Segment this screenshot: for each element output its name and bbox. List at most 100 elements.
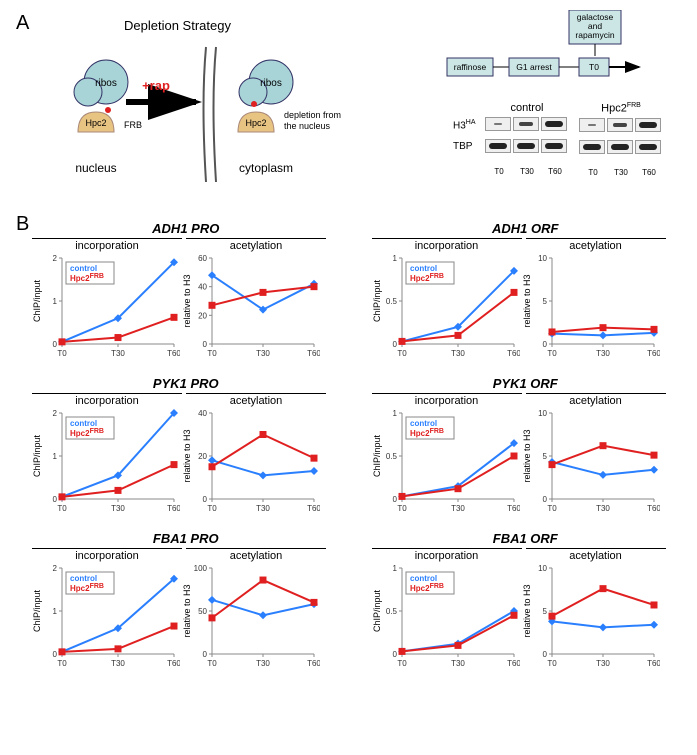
- svg-text:control: control: [410, 264, 437, 273]
- svg-text:0: 0: [542, 650, 547, 659]
- svg-text:T60: T60: [507, 504, 520, 513]
- blot-col-title: control: [485, 102, 569, 114]
- hpc2-label-cyto: Hpc2: [245, 118, 266, 128]
- acetylation-chart: 02040T0T30T60relative to H3: [180, 407, 320, 517]
- svg-text:0: 0: [392, 340, 397, 349]
- chart: 0510T0T30T60relative to H3: [520, 562, 660, 672]
- svg-text:T60: T60: [307, 659, 320, 668]
- depletion-note-2: the nucleus: [284, 121, 331, 131]
- svg-text:T30: T30: [451, 504, 465, 513]
- svg-text:T30: T30: [596, 504, 610, 513]
- blot-band: [607, 118, 633, 132]
- svg-text:T30: T30: [451, 659, 465, 668]
- locus-block: FBA1 PROincorporationacetylation012T0T30…: [30, 531, 342, 672]
- chart: 012T0T30T60ChIP/inputcontrolHpc2FRB: [30, 407, 180, 517]
- svg-text:5: 5: [542, 452, 547, 461]
- membrane-right-icon: [214, 47, 217, 182]
- svg-text:T0: T0: [397, 504, 407, 513]
- blot-band: [485, 139, 511, 153]
- svg-text:ChIP/input: ChIP/input: [32, 279, 42, 322]
- header-acetylation: acetylation: [186, 393, 326, 407]
- blot-band: [541, 139, 567, 153]
- locus-title: FBA1 ORF: [370, 531, 682, 546]
- incorporation-chart: 012T0T30T60ChIP/inputcontrolHpc2FRB: [30, 252, 180, 362]
- svg-text:relative to H3: relative to H3: [182, 274, 192, 327]
- svg-text:10: 10: [538, 409, 547, 418]
- western-blots: controlH3HATBPT0T30T60Hpc2FRBT0T30T60: [485, 102, 673, 180]
- svg-text:1: 1: [392, 254, 397, 263]
- chart-legend: controlHpc2FRB: [66, 417, 114, 439]
- blot-timepoints: T0T30T60: [579, 162, 663, 180]
- header-incorporation: incorporation: [372, 393, 522, 407]
- locus-block: ADH1 PROincorporationacetylation012T0T30…: [30, 221, 342, 362]
- chart-legend: controlHpc2FRB: [406, 262, 454, 284]
- chart-legend: controlHpc2FRB: [406, 417, 454, 439]
- svg-text:T0: T0: [547, 349, 557, 358]
- svg-text:T60: T60: [647, 349, 660, 358]
- svg-text:0: 0: [203, 340, 208, 349]
- pair-header: incorporation acetylation: [30, 238, 342, 252]
- pair-header: incorporation acetylation: [370, 393, 682, 407]
- ribos-label-nuc: ribos: [95, 78, 117, 89]
- svg-text:0: 0: [203, 650, 208, 659]
- svg-text:50: 50: [198, 607, 207, 616]
- blot-band: [635, 140, 661, 154]
- header-incorporation: incorporation: [32, 238, 182, 252]
- figure-root: A Depletion Strategy ribos Hpc2 FRB +rap…: [0, 0, 697, 692]
- svg-text:0: 0: [542, 495, 547, 504]
- locus-title: ADH1 ORF: [370, 221, 682, 236]
- header-acetylation: acetylation: [526, 393, 666, 407]
- svg-text:ChIP/input: ChIP/input: [372, 279, 382, 322]
- chart: 00.51T0T30T60ChIP/inputcontrolHpc2FRB: [370, 252, 520, 362]
- flow-node-2: T0: [589, 62, 599, 72]
- svg-text:T60: T60: [507, 659, 520, 668]
- header-incorporation: incorporation: [372, 238, 522, 252]
- locus-block: PYK1 ORFincorporationacetylation00.51T0T…: [370, 376, 682, 517]
- blot-row: H3HA: [485, 117, 569, 136]
- blot-band: [635, 118, 661, 132]
- svg-text:ChIP/input: ChIP/input: [372, 434, 382, 477]
- svg-text:2: 2: [53, 254, 58, 263]
- chart-pair: 00.51T0T30T60ChIP/inputcontrolHpc2FRB051…: [370, 562, 682, 672]
- header-incorporation: incorporation: [372, 548, 522, 562]
- svg-text:20: 20: [198, 311, 207, 320]
- incorporation-chart: 00.51T0T30T60ChIP/inputcontrolHpc2FRB: [370, 407, 520, 517]
- blot-timepoint: T30: [607, 168, 635, 177]
- svg-text:relative to H3: relative to H3: [522, 429, 532, 482]
- svg-text:0: 0: [203, 495, 208, 504]
- svg-text:relative to H3: relative to H3: [182, 429, 192, 482]
- svg-text:T0: T0: [57, 659, 67, 668]
- svg-text:control: control: [70, 419, 97, 428]
- pair-header: incorporationacetylation: [30, 548, 342, 562]
- svg-text:60: 60: [198, 254, 207, 263]
- frb-label: FRB: [124, 120, 142, 130]
- chart: 0510T0T30T60relative to H3: [520, 407, 660, 517]
- panel-b-label: B: [16, 213, 29, 236]
- svg-text:T60: T60: [167, 349, 180, 358]
- blot-col-title: Hpc2FRB: [579, 102, 663, 115]
- flow-top-3: rapamycin: [575, 30, 614, 40]
- locus-block: ADH1 ORFincorporationacetylation00.51T0T…: [370, 221, 682, 362]
- blot-column: controlH3HATBPT0T30T60: [485, 102, 569, 179]
- depletion-diagram: ribos Hpc2 FRB +rap ribos Hpc2 depletion…: [46, 42, 356, 212]
- chart-legend: controlHpc2FRB: [66, 572, 114, 594]
- svg-text:T0: T0: [207, 504, 217, 513]
- blot-band: [513, 117, 539, 131]
- header-acetylation: acetylation: [186, 238, 326, 252]
- locus-title: FBA1 PRO: [30, 531, 342, 546]
- svg-text:ChIP/input: ChIP/input: [32, 589, 42, 632]
- svg-text:20: 20: [198, 452, 207, 461]
- blot-timepoints: T0T30T60: [485, 161, 569, 179]
- chart: 012T0T30T60ChIP/inputcontrolHpc2FRB: [30, 562, 180, 672]
- incorporation-chart: 012T0T30T60ChIP/inputcontrolHpc2FRB: [30, 407, 180, 517]
- svg-text:T60: T60: [307, 504, 320, 513]
- timeline-flowchart: galactose and rapamycin raffinose G1 arr…: [439, 10, 669, 92]
- svg-text:5: 5: [542, 297, 547, 306]
- svg-text:0: 0: [53, 340, 58, 349]
- blot-timepoint: T60: [541, 167, 569, 176]
- locus-block: PYK1 PROincorporationacetylation012T0T30…: [30, 376, 342, 517]
- blot-timepoint: T0: [485, 167, 513, 176]
- svg-text:0.5: 0.5: [385, 297, 397, 306]
- locus-title: ADH1 PRO: [30, 221, 342, 236]
- blot-band: [485, 117, 511, 131]
